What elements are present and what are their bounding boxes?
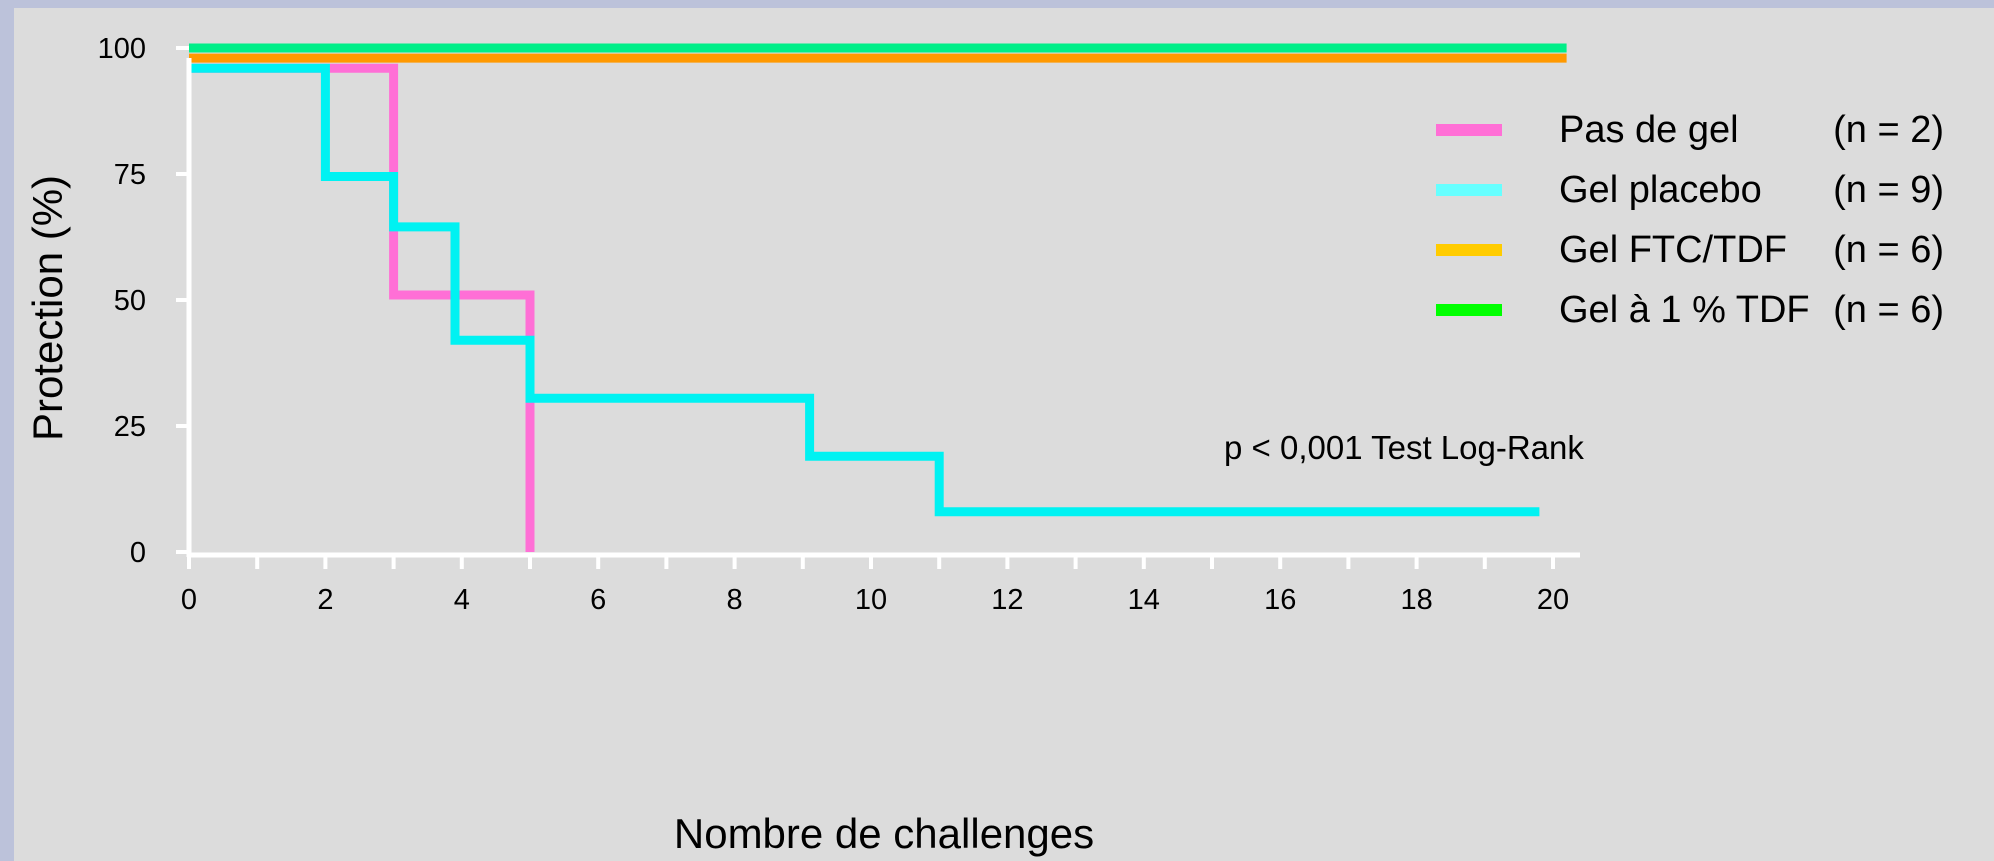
legend-n: (n = 6) [1833,289,1944,331]
y-tick-label: 25 [114,411,146,443]
x-tick-label: 20 [1537,584,1569,616]
x-tick-label: 10 [855,584,887,616]
x-tick-label: 16 [1264,584,1296,616]
logrank-annotation: p < 0,001 Test Log-Rank [1224,429,1584,466]
legend-swatch [1436,124,1502,136]
y-tick-label: 75 [114,159,146,191]
x-tick-label: 4 [454,584,470,616]
x-tick-label: 0 [181,584,197,616]
x-tick-label: 2 [317,584,333,616]
x-tick-label: 6 [590,584,606,616]
legend-label: Gel FTC/TDF [1559,229,1787,271]
legend-swatch [1436,244,1502,256]
x-tick-label: 18 [1400,584,1432,616]
series-line-0 [189,63,535,552]
legend-n: (n = 6) [1833,229,1944,271]
y-tick-label: 100 [98,33,146,65]
legend: Pas de gel (n = 2) Gel placebo (n = 9) Gel F… [1436,109,1944,331]
legend-n: (n = 2) [1833,109,1944,151]
y-tick-label: 50 [114,285,146,317]
legend-n: (n = 9) [1833,169,1944,211]
x-tick-label: 12 [991,584,1023,616]
survival-chart: 0 2 4 6 8 10 12 14 16 18 20 0 25 50 75 100 Nombre de ch… [24,33,1944,857]
legend-swatch [1436,184,1502,196]
ticks-layer: 0 2 4 6 8 10 12 14 16 18 20 0 25 50 75 100 [98,33,1570,616]
legend-label: Gel à 1 % TDF [1559,289,1810,331]
x-axis-title: Nombre de challenges [674,810,1094,857]
legend-label: Gel placebo [1559,169,1762,211]
y-axis-title: Protection (%) [24,175,71,441]
x-tick-label: 8 [727,584,743,616]
y-tick-label: 0 [130,537,146,569]
chart-panel: 0 2 4 6 8 10 12 14 16 18 20 0 25 50 75 100 Nombre de ch… [14,8,1994,861]
series-line-1 [189,63,1540,517]
x-tick-label: 14 [1128,584,1160,616]
series-layer [189,43,1567,552]
legend-swatch [1436,304,1502,316]
legend-label: Pas de gel [1559,109,1739,151]
